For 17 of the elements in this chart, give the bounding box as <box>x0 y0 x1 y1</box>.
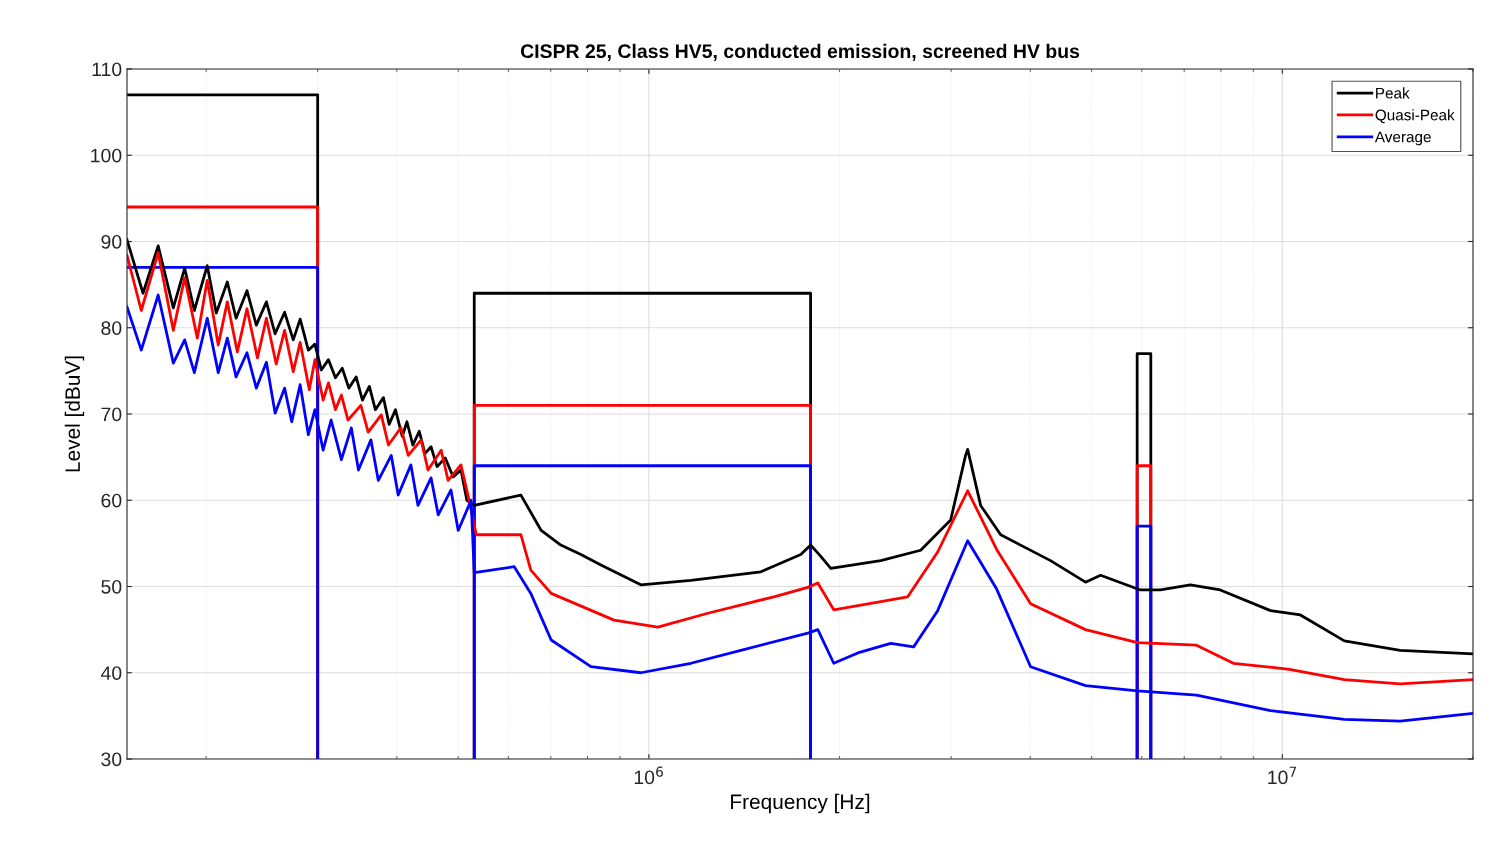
chart-title: CISPR 25, Class HV5, conducted emission, screened HV bus <box>520 43 1080 61</box>
y-tick-label: 30 <box>101 752 122 767</box>
legend-label: Average <box>1374 131 1431 146</box>
legend-label: Peak <box>1376 87 1410 99</box>
y-tick-label: 70 <box>101 407 122 422</box>
x-tick-label: 10$^{6}$ <box>634 766 663 785</box>
y-axis-title: Level [dBuV] <box>64 356 85 472</box>
x-axis-title: Frequency [Hz] <box>731 793 870 814</box>
y-tick-label: 80 <box>101 321 122 335</box>
y-tick-label: 110 <box>92 62 122 77</box>
y-tick-label: 90 <box>101 234 122 249</box>
x-tick-label: 10$^{7}$ <box>1268 766 1297 785</box>
y-tick-label: 50 <box>101 579 122 594</box>
y-tick-label: 40 <box>100 666 122 680</box>
legend-label: Quasi-Peak <box>1375 109 1455 124</box>
y-tick-label: 100 <box>91 148 122 163</box>
y-tick-label: 60 <box>101 493 122 508</box>
